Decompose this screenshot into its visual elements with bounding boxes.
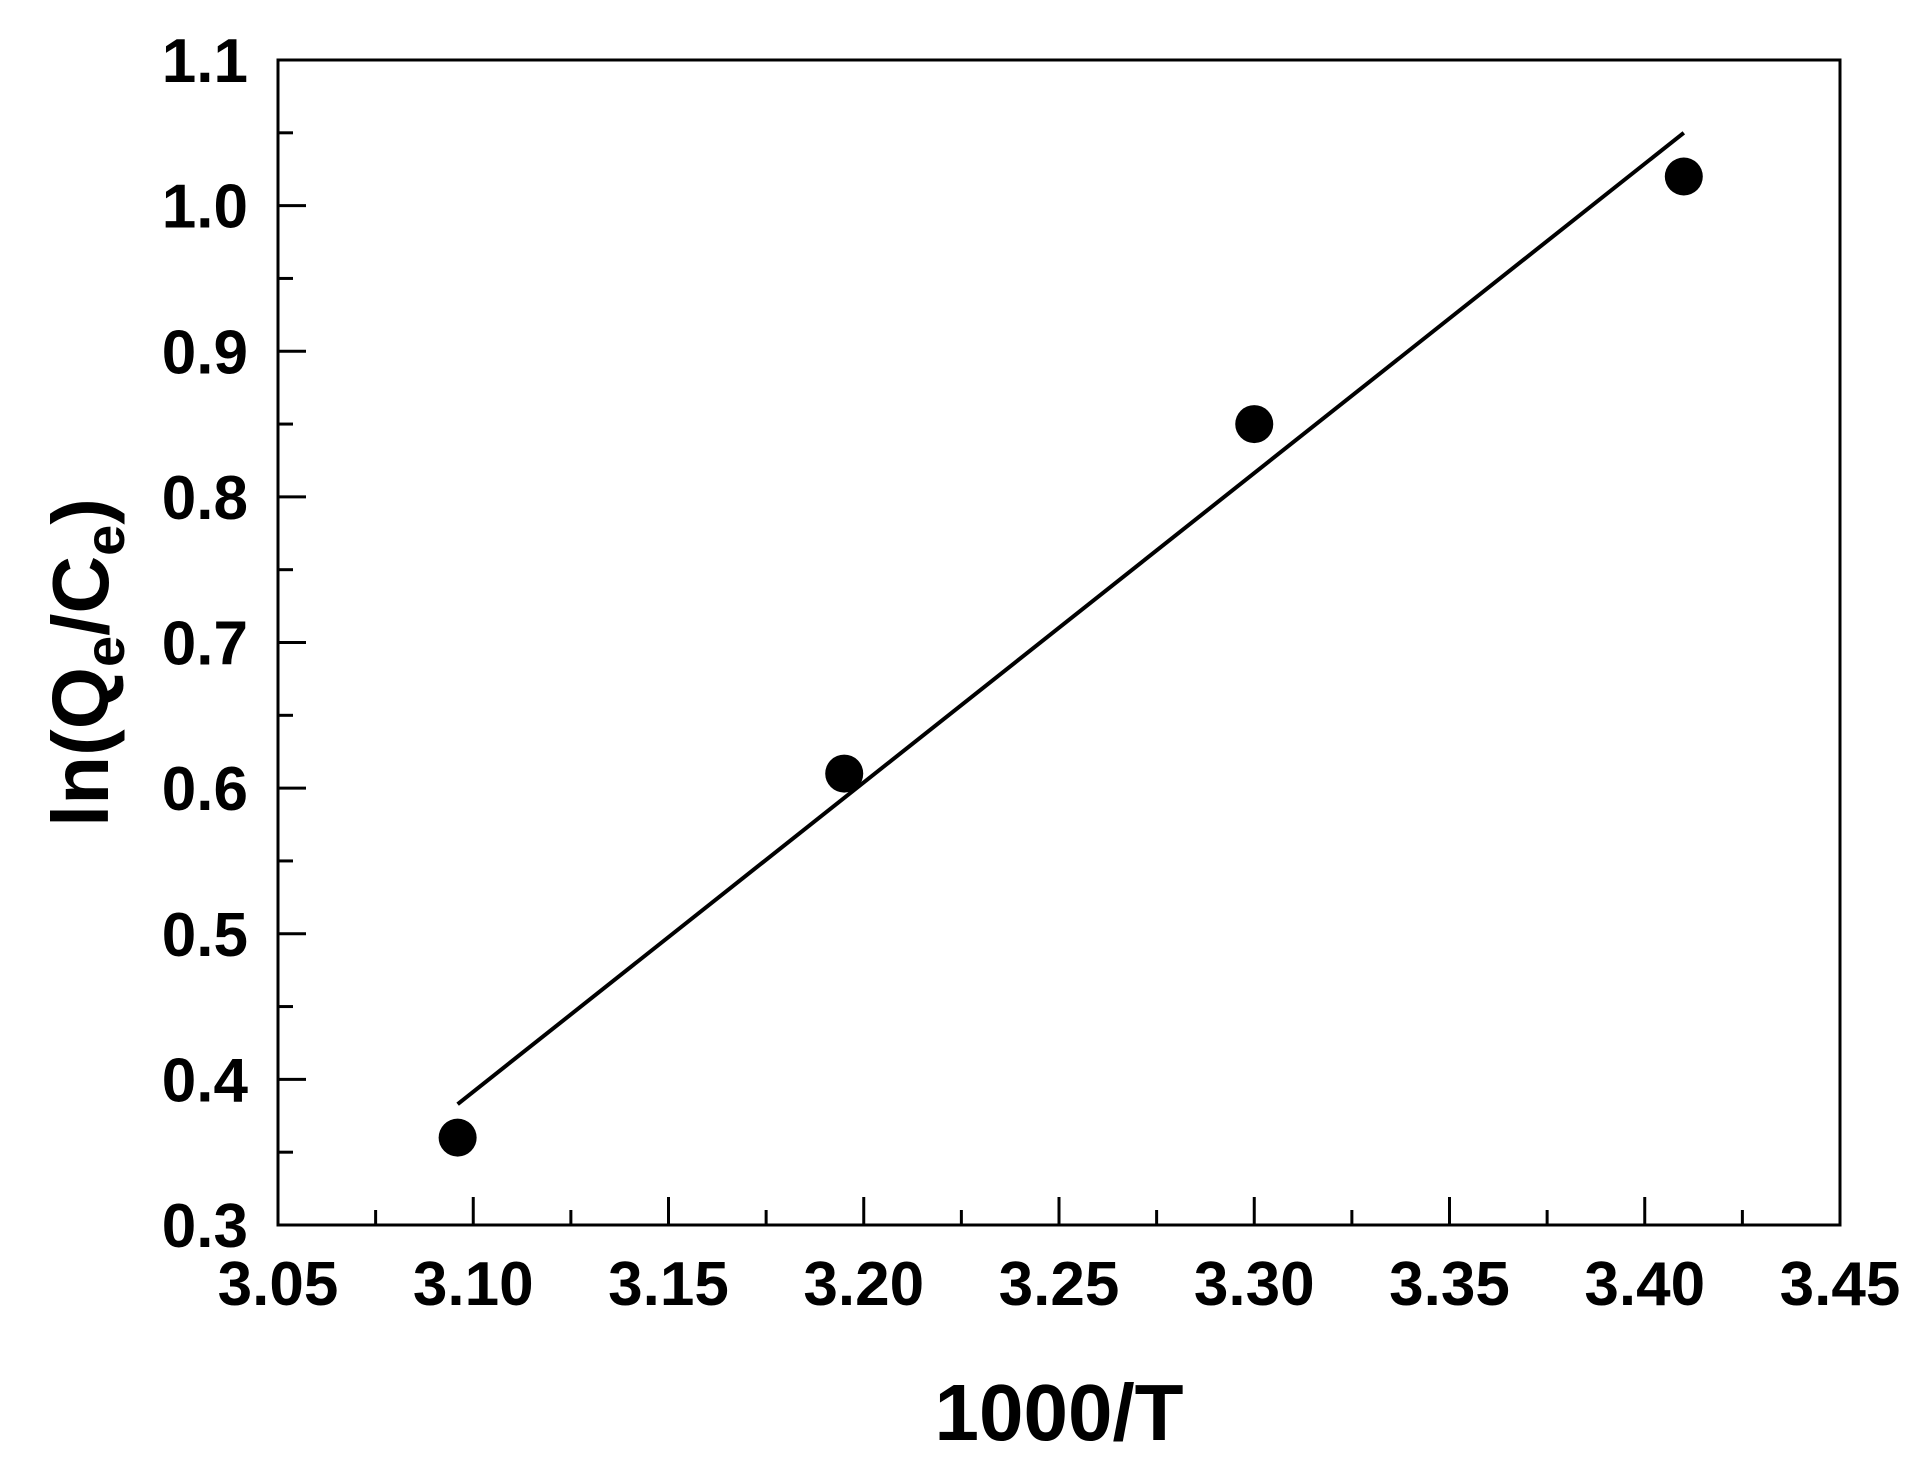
ticks-group — [276, 58, 1842, 1227]
tick-labels-group: 3.05 3.10 3.15 3.20 3.25 3.30 3.35 3.40 3.45 0.3 0… — [162, 27, 1901, 1319]
data-point — [825, 754, 864, 793]
x-tick-label: 3.20 — [803, 1250, 924, 1319]
data-point — [1664, 157, 1703, 196]
y-tick-label: 1.0 — [162, 173, 248, 242]
data-point — [438, 1118, 477, 1157]
x-tick-label: 3.10 — [413, 1250, 534, 1319]
fit-line — [456, 131, 1686, 1106]
x-tick-label: 3.35 — [1389, 1250, 1510, 1319]
y-title-prefix: ln(Q — [36, 667, 125, 827]
y-tick-label: 0.5 — [162, 901, 248, 970]
y-title-mid: /C — [36, 556, 125, 636]
x-tick-label: 3.40 — [1584, 1250, 1705, 1319]
y-tick-label: 0.4 — [162, 1046, 249, 1115]
y-tick-label: 0.8 — [162, 464, 248, 533]
y-tick-label: 0.9 — [162, 318, 248, 387]
y-title-sub2: e — [73, 525, 136, 556]
x-tick-label: 3.30 — [1194, 1250, 1315, 1319]
x-tick-label: 3.25 — [999, 1250, 1120, 1319]
y-title-suffix: ) — [36, 498, 125, 525]
y-tick-label: 0.6 — [162, 755, 248, 824]
y-tick-label: 0.3 — [162, 1192, 248, 1261]
x-tick-label: 3.05 — [218, 1250, 339, 1319]
x-tick-label: 3.45 — [1780, 1250, 1901, 1319]
marks-group — [438, 131, 1703, 1157]
x-axis-title: 1000/T — [934, 1368, 1183, 1457]
plot-frame — [276, 58, 1842, 1227]
data-point — [1235, 405, 1274, 444]
y-tick-label: 0.7 — [162, 610, 248, 679]
y-title-sub1: e — [73, 636, 136, 667]
y-tick-label: 1.1 — [162, 27, 248, 96]
y-axis-title: ln(Qe/Ce) — [36, 498, 136, 827]
x-tick-label: 3.15 — [608, 1250, 729, 1319]
